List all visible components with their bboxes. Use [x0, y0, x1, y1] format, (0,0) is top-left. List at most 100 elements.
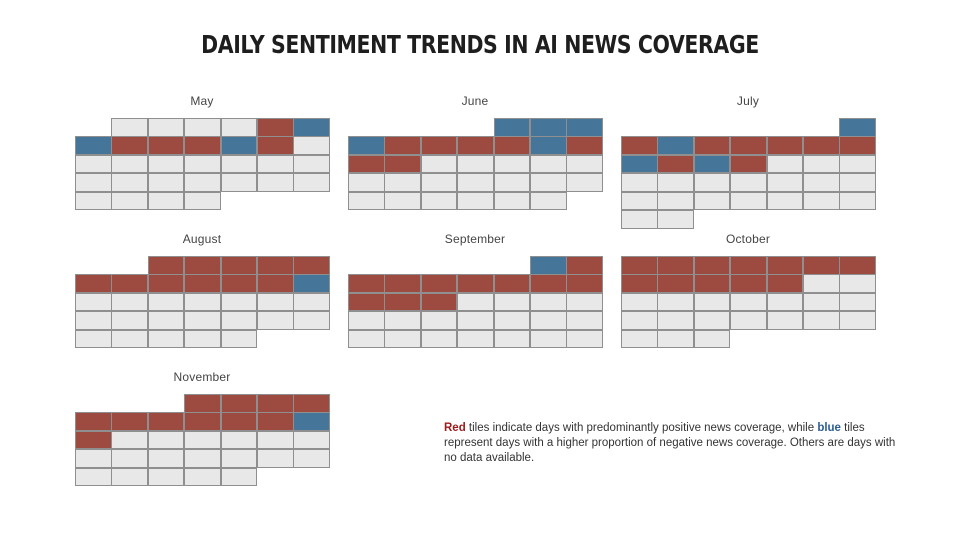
day-tile-september-7 — [493, 274, 531, 293]
day-tile-june-15 — [493, 154, 531, 174]
day-tile-november-15 — [184, 430, 221, 450]
day-tile-june-7 — [457, 136, 494, 155]
day-tile-may-28 — [75, 191, 112, 211]
day-tile-september-18 — [384, 311, 421, 330]
day-tile-november-13 — [111, 430, 148, 450]
day-tile-may-5 — [257, 118, 294, 137]
day-tile-may-8 — [111, 136, 148, 155]
day-tile-november-23 — [220, 449, 258, 468]
day-tile-october-4 — [730, 256, 767, 275]
day-tile-may-26 — [257, 173, 294, 192]
day-tile-august-31 — [220, 329, 258, 349]
day-tile-may-16 — [147, 154, 185, 174]
day-tile-october-14 — [839, 274, 876, 293]
day-tile-july-7 — [803, 136, 840, 155]
day-tile-august-6 — [75, 274, 112, 293]
day-tile-september-9 — [566, 274, 603, 293]
day-tile-september-22 — [530, 311, 567, 330]
day-tile-october-31 — [693, 329, 731, 349]
day-tile-august-3 — [220, 256, 258, 275]
day-tile-october-16 — [657, 292, 694, 312]
day-tile-september-1 — [530, 256, 567, 275]
day-tile-november-21 — [147, 449, 185, 468]
day-tile-july-30 — [621, 210, 658, 229]
day-tile-june-19 — [384, 173, 421, 192]
day-tile-august-29 — [147, 329, 185, 349]
day-tile-july-28 — [803, 191, 840, 211]
day-tile-october-23 — [657, 311, 694, 330]
day-tile-september-24 — [348, 329, 385, 349]
day-tile-june-28 — [457, 191, 494, 211]
day-tile-october-9 — [657, 274, 694, 293]
day-tile-june-16 — [530, 154, 567, 174]
day-tile-june-8 — [493, 136, 531, 155]
day-tile-june-23 — [530, 173, 567, 192]
day-tile-june-21 — [457, 173, 494, 192]
day-tile-june-13 — [420, 154, 458, 174]
day-tile-july-4 — [693, 136, 731, 155]
day-tile-june-1 — [493, 118, 531, 137]
day-tile-september-4 — [384, 274, 421, 293]
day-tile-june-20 — [420, 173, 458, 192]
month-label-may: May — [190, 94, 214, 108]
day-tile-august-13 — [75, 292, 112, 312]
day-tile-may-25 — [220, 173, 258, 192]
day-tile-july-2 — [621, 136, 658, 155]
day-tile-october-13 — [803, 274, 840, 293]
day-tile-july-24 — [657, 191, 694, 211]
month-label-june: June — [461, 94, 489, 108]
day-tile-june-26 — [384, 191, 421, 211]
month-label-august: August — [182, 232, 222, 246]
day-tile-august-16 — [184, 292, 221, 312]
day-tile-june-9 — [530, 136, 567, 155]
day-tile-july-22 — [839, 173, 876, 192]
day-tile-august-24 — [220, 311, 258, 330]
day-tile-august-22 — [147, 311, 185, 330]
day-tile-october-3 — [693, 256, 731, 275]
day-tile-september-25 — [384, 329, 421, 349]
day-tile-october-25 — [730, 311, 767, 330]
day-tile-november-20 — [111, 449, 148, 468]
day-tile-may-6 — [293, 118, 330, 137]
day-tile-november-8 — [184, 412, 221, 431]
day-tile-september-16 — [566, 292, 603, 312]
day-tile-may-23 — [147, 173, 185, 192]
day-tile-november-14 — [147, 430, 185, 450]
day-tile-august-20 — [75, 311, 112, 330]
day-tile-july-21 — [803, 173, 840, 192]
day-tile-november-24 — [257, 449, 294, 468]
day-tile-november-22 — [184, 449, 221, 468]
day-tile-may-18 — [220, 154, 258, 174]
day-tile-july-9 — [621, 154, 658, 174]
day-tile-november-6 — [111, 412, 148, 431]
day-tile-august-2 — [184, 256, 221, 275]
day-tile-july-14 — [803, 154, 840, 174]
day-tile-september-27 — [457, 329, 494, 349]
day-tile-november-16 — [220, 430, 258, 450]
day-tile-august-11 — [257, 274, 294, 293]
day-tile-october-12 — [766, 274, 804, 293]
day-tile-june-18 — [348, 173, 385, 192]
day-tile-september-5 — [420, 274, 458, 293]
day-tile-july-10 — [657, 154, 694, 174]
day-tile-may-2 — [147, 118, 185, 137]
day-tile-july-13 — [766, 154, 804, 174]
day-tile-september-26 — [420, 329, 458, 349]
day-tile-may-10 — [184, 136, 221, 155]
day-tile-june-10 — [566, 136, 603, 155]
day-tile-september-20 — [457, 311, 494, 330]
day-tile-july-20 — [766, 173, 804, 192]
day-tile-september-21 — [493, 311, 531, 330]
day-tile-may-4 — [220, 118, 258, 137]
day-tile-august-17 — [220, 292, 258, 312]
day-tile-july-5 — [730, 136, 767, 155]
chart-title: DAILY SENTIMENT TRENDS IN AI NEWS COVERA… — [201, 30, 759, 59]
day-tile-may-30 — [147, 191, 185, 211]
day-tile-october-30 — [657, 329, 694, 349]
day-tile-august-4 — [257, 256, 294, 275]
day-tile-may-7 — [75, 136, 112, 155]
day-tile-july-26 — [730, 191, 767, 211]
day-tile-september-11 — [384, 292, 421, 312]
day-tile-november-7 — [147, 412, 185, 431]
